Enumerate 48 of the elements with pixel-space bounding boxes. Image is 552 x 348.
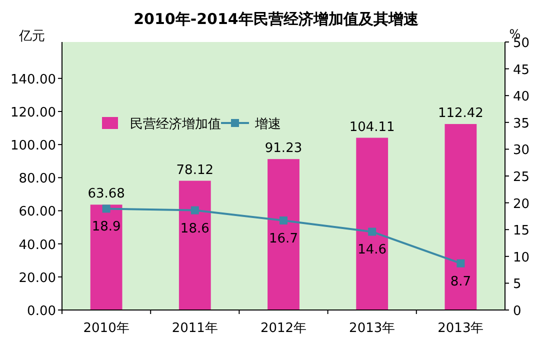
x-tick-label: 2012年 <box>260 321 307 336</box>
bar <box>178 180 211 310</box>
y-tick-label: 80.00 <box>18 172 56 187</box>
chart-title: 2010年-2014年民营经济增加值及其增速 <box>134 10 420 28</box>
y-tick-label: 20.00 <box>18 270 56 286</box>
y2-tick-label: 20 <box>513 196 530 212</box>
y2-tick-label: 25 <box>513 170 530 185</box>
data-label: 63.68 <box>88 186 125 202</box>
point <box>190 206 199 214</box>
bar <box>268 159 300 310</box>
data-label: 14.6 <box>358 242 387 258</box>
data-label: 18.6 <box>180 221 210 236</box>
point <box>368 228 376 236</box>
y2-tick-label: 45 <box>513 62 530 78</box>
data-label: 78.12 <box>176 162 214 178</box>
y-tick-label: 140.00 <box>10 72 56 88</box>
y2-tick-label: 5 <box>513 277 522 292</box>
data-label: 16.7 <box>269 231 298 246</box>
data-label: 91.23 <box>264 141 302 156</box>
y2-tick-label: 40 <box>513 90 530 105</box>
point <box>456 259 465 268</box>
data-label: 104.11 <box>349 120 395 135</box>
x-tick-label: 2013年 <box>438 321 484 336</box>
x-tick-label: 2010年 <box>83 321 130 336</box>
x-tick-label: 2013年 <box>349 321 396 336</box>
y2-tick-label: 30 <box>513 143 530 158</box>
y-axis-title: 亿元 <box>18 29 45 44</box>
data-label: 18.9 <box>92 220 121 235</box>
data-label: 8.7 <box>450 274 472 290</box>
bar <box>356 138 388 310</box>
y2-tick-label: 10 <box>513 250 530 266</box>
data-label: 112.42 <box>438 106 484 122</box>
bar <box>444 124 477 310</box>
y2-tick-label: 35 <box>513 116 530 132</box>
point <box>102 204 110 213</box>
y-tick-label: 100.00 <box>10 138 56 154</box>
y-tick-label: 120.00 <box>10 105 56 120</box>
bar <box>90 204 122 310</box>
y2-tick-label: 50 <box>513 36 530 51</box>
legend-label: 增速 <box>254 117 281 132</box>
y-tick-label: 40.00 <box>18 238 56 253</box>
legend-label: 民营经济增加值 <box>130 117 221 132</box>
y-tick-label: 0.00 <box>27 304 56 319</box>
y2-tick-label: 15 <box>513 224 530 239</box>
y2-tick-label: 0 <box>513 304 522 319</box>
x-tick-label: 2011年 <box>172 321 218 336</box>
point <box>280 216 288 224</box>
y-tick-label: 60.00 <box>18 204 56 220</box>
